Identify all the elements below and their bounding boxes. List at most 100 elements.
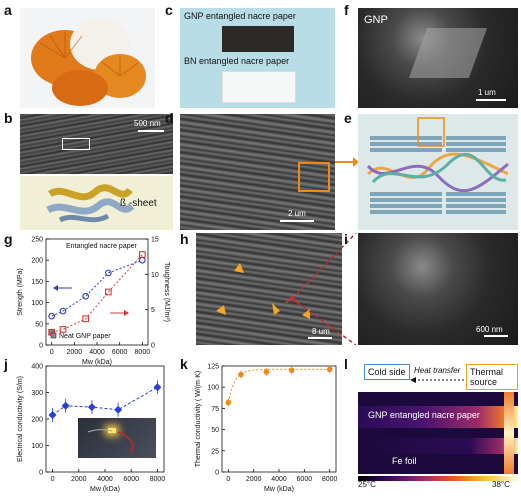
gnp-strip-label: GNP entangled nacre paper	[368, 410, 480, 420]
thermal-image-panel: Cold side Heat transfer Thermal source G…	[358, 360, 518, 488]
heat-source-bar	[504, 392, 514, 474]
x-tick-label: 0	[51, 476, 55, 483]
y2-tick-label: 0	[151, 343, 155, 350]
conductivity-point	[114, 405, 123, 414]
x-axis-label: Mw (kDa)	[264, 486, 294, 493]
y-tick-label: 125	[207, 364, 219, 371]
scale-min-label: 25°C	[358, 480, 376, 488]
y-tick-label: 75	[211, 406, 219, 413]
x-tick-label: 6000	[123, 476, 139, 483]
y-tick-label: 150	[31, 279, 43, 286]
scale-max-label: 38°C	[492, 480, 510, 488]
x-tick-label: 2000	[71, 476, 87, 483]
x-tick-label: 0	[50, 349, 54, 356]
panel-label-h: h	[180, 231, 189, 247]
zoom-lines-h-i	[291, 233, 357, 345]
y2-axis-label: Toughness (MJ/m³)	[163, 262, 170, 322]
legend-entangled: Entangled nacre paper	[66, 243, 137, 250]
strength-point	[82, 292, 90, 300]
plot-frame	[221, 365, 337, 473]
x-tick-label: 4000	[89, 349, 105, 356]
scale-label: 600 nm	[476, 325, 503, 334]
x-axis-label: Mw (kDa)	[82, 359, 112, 366]
y-tick-label: 250	[31, 237, 43, 244]
thermal-map: GNP entangled nacre paper Fe foil	[358, 392, 518, 474]
thermal-point	[288, 367, 295, 374]
scale-bar	[138, 130, 164, 132]
y-tick-label: 0	[39, 470, 43, 477]
thermal-point	[326, 366, 333, 373]
seashell-photo	[20, 8, 155, 108]
y-tick-label: 25	[211, 448, 219, 455]
toughness-point	[82, 315, 90, 323]
y-tick-label: 200	[31, 417, 43, 424]
panel-label-e: e	[344, 110, 352, 126]
cross-section-sem-image: 2 um	[180, 114, 335, 230]
gnp-flake	[408, 28, 488, 78]
scale-label: 1 um	[478, 88, 496, 97]
panel-label-k: k	[180, 356, 188, 372]
x-tick-label: 8000	[135, 349, 151, 356]
scale-label: 500 nm	[134, 119, 161, 128]
beta-sheet-illustration: ß -sheet	[20, 176, 173, 230]
gnp-paper-sample	[222, 26, 294, 52]
highlight-box	[298, 162, 330, 192]
y2-tick-label: 15	[151, 237, 159, 244]
gnp-tag: GNP	[364, 14, 388, 26]
y-tick-label: 100	[207, 385, 219, 392]
conductivity-point	[61, 401, 70, 410]
legend-neat: Neat GNP paper	[59, 333, 111, 340]
panel-label-j: j	[4, 356, 8, 372]
y-tick-label: 100	[31, 443, 43, 450]
fit-curve	[227, 368, 330, 403]
panel-label-c: c	[165, 2, 173, 18]
thermal-source-box: Thermal source	[466, 364, 518, 390]
strength-series-line	[51, 259, 143, 317]
x-axis-label: Mw (kDa)	[90, 486, 120, 493]
strength-arrow-head	[53, 285, 58, 291]
y-axis-label: Thermal conductivity ( W/(m·K)	[195, 371, 202, 467]
seashell-illustration	[31, 18, 146, 106]
panel-label-g: g	[4, 231, 13, 247]
bn-paper-caption: BN entangled nacre paper	[184, 56, 290, 66]
thermal-point	[263, 369, 270, 375]
toughness-point	[59, 326, 67, 333]
x-tick-label: 8000	[150, 476, 166, 483]
pullout-arrows	[216, 263, 310, 319]
strength-point	[59, 307, 67, 315]
x-tick-label: 2000	[67, 349, 83, 356]
gnp-strip	[358, 406, 518, 428]
y-tick-label: 200	[31, 258, 43, 265]
color-scale-bar	[358, 476, 518, 481]
conductivity-line	[52, 386, 158, 416]
x-tick-label: 0	[226, 476, 230, 483]
fe-strip	[358, 438, 518, 454]
toughness-point	[138, 251, 146, 258]
heat-transfer-label: Heat transfer	[414, 366, 461, 375]
link-arrow	[335, 157, 359, 167]
x-tick-label: 8000	[322, 476, 338, 483]
scale-bar	[308, 337, 332, 339]
gnp-sem-image: GNP 1 um	[358, 8, 518, 108]
fe-strip-label: Fe foil	[392, 456, 417, 466]
led-circuit-photo	[78, 418, 156, 458]
heat-arrow	[410, 377, 466, 383]
plot-frame	[45, 238, 149, 346]
x-tick-label: 6000	[297, 476, 313, 483]
fracture-sem-image: 8 um	[196, 233, 342, 345]
strength-point	[48, 312, 56, 320]
panel-label-l: l	[344, 356, 348, 372]
scale-label: 2 um	[288, 209, 306, 218]
x-tick-label: 4000	[271, 476, 287, 483]
y2-tick-label: 10	[151, 272, 159, 279]
scale-bar	[476, 99, 506, 101]
panel-label-b: b	[4, 110, 13, 126]
conductivity-point	[87, 403, 96, 412]
y-tick-label: 0	[39, 343, 43, 350]
y-axis-label: Electrical conductivity (S/m)	[17, 376, 24, 462]
bn-paper-sample	[222, 71, 296, 103]
cold-side-box: Cold side	[364, 364, 410, 380]
chart-j: 0 2000 4000 6000 8000 0 100 200 300 400 Mw (kDa) El…	[17, 364, 166, 494]
scale-bar	[280, 220, 314, 222]
